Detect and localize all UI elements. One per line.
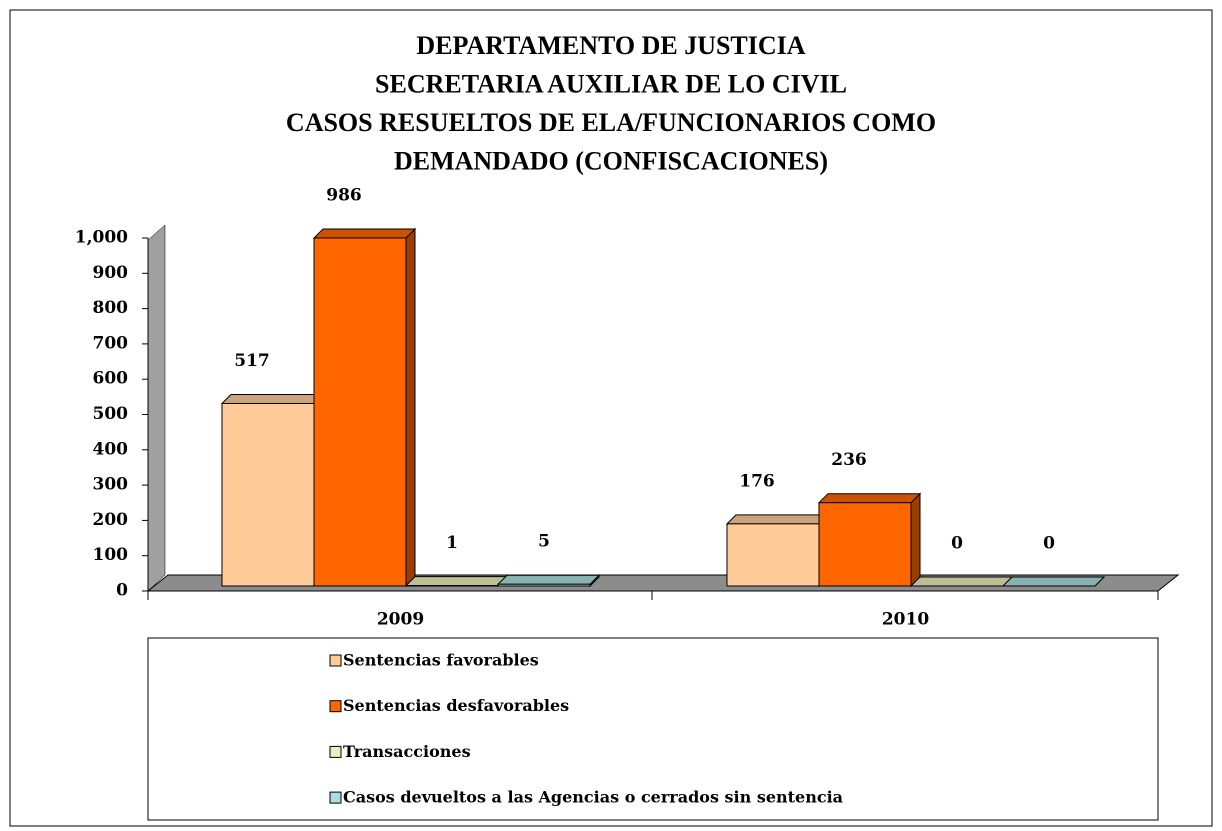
bar-top xyxy=(220,393,325,404)
y-tick-label: 600 xyxy=(93,369,129,389)
bar-side xyxy=(910,492,921,588)
value-label: 0 xyxy=(951,534,963,554)
legend xyxy=(147,637,1159,821)
y-tick-label: 500 xyxy=(93,404,129,424)
value-label-bg xyxy=(1033,533,1065,555)
y-tick-label: 200 xyxy=(93,510,129,530)
chart-title: SECRETARIA AUXILIAR DE LO CIVIL xyxy=(375,69,847,98)
legend-swatch xyxy=(329,745,342,758)
legend-label: Transacciones xyxy=(343,742,471,761)
back-wall xyxy=(147,224,166,592)
bar-top xyxy=(725,514,830,525)
bar xyxy=(817,492,922,588)
legend-label: Sentencias favorables xyxy=(343,651,539,670)
y-tick-label: 1,000 xyxy=(75,228,128,248)
value-label: 176 xyxy=(739,471,775,491)
bar xyxy=(725,513,830,588)
bar-front xyxy=(497,583,591,587)
x-tick-label: 2009 xyxy=(377,610,424,630)
bar-front xyxy=(221,402,315,587)
value-label: 236 xyxy=(831,450,867,470)
legend-label: Casos devueltos a las Agencias o cerrado… xyxy=(343,788,843,807)
bar-top xyxy=(909,576,1014,587)
bar xyxy=(312,227,417,588)
bar xyxy=(496,574,601,588)
value-label: 5 xyxy=(538,532,550,552)
value-label-bg xyxy=(941,533,973,555)
value-label-bg xyxy=(528,531,560,554)
y-tick-label: 700 xyxy=(93,333,129,353)
bar-top xyxy=(496,574,601,585)
legend-swatch xyxy=(329,791,342,804)
x-tick-label: 2010 xyxy=(882,610,929,630)
bar-top xyxy=(404,576,509,587)
bar-top xyxy=(817,493,922,504)
bar-top xyxy=(312,228,417,239)
y-tick-label: 100 xyxy=(93,545,129,565)
bar-front xyxy=(726,523,820,587)
bar-front xyxy=(313,237,407,587)
value-label: 986 xyxy=(326,185,362,205)
chart-title: CASOS RESUELTOS DE ELA/FUNCIONARIOS COMO xyxy=(286,108,936,137)
y-tick-label: 400 xyxy=(93,439,129,459)
bar-side xyxy=(405,227,416,588)
y-tick-label: 300 xyxy=(93,475,129,495)
value-label-bg xyxy=(436,532,468,555)
bar xyxy=(220,393,325,588)
legend-swatch xyxy=(329,654,342,667)
chart-title: DEPARTAMENTO DE JUSTICIA xyxy=(416,31,805,60)
y-tick-label: 0 xyxy=(116,581,128,601)
chart-title: DEMANDADO (CONFISCACIONES) xyxy=(394,146,828,175)
bar-front xyxy=(818,502,912,587)
value-label: 1 xyxy=(446,533,458,553)
value-label: 0 xyxy=(1043,534,1055,554)
legend-label: Sentencias desfavorables xyxy=(343,696,569,715)
bar-top xyxy=(1001,576,1106,587)
legend-swatch xyxy=(329,700,342,713)
y-tick-label: 800 xyxy=(93,298,129,318)
bar xyxy=(1001,576,1106,587)
bar xyxy=(404,575,509,588)
value-label: 517 xyxy=(234,351,270,371)
y-tick-label: 900 xyxy=(93,263,129,283)
bar xyxy=(909,576,1014,587)
